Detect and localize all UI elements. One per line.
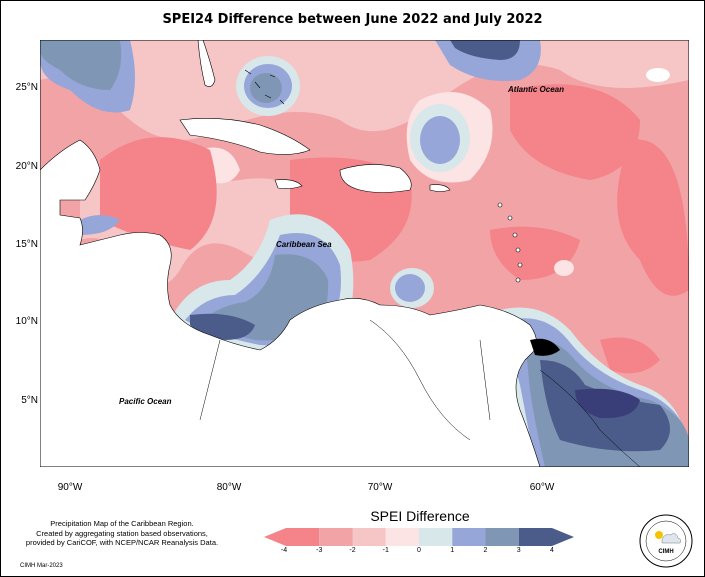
spei-zone-wet — [395, 274, 425, 302]
spei-zone-lightest — [554, 260, 574, 276]
spei-zone-wet — [250, 73, 282, 103]
spei-zone-wet — [575, 388, 640, 419]
x-tick: 80°W — [216, 482, 242, 493]
legend-tick: -4 — [280, 547, 288, 554]
credit-date: CIMH Mar-2023 — [20, 563, 63, 569]
legend-color-cell — [264, 528, 320, 546]
spei-zone-dry — [100, 137, 217, 250]
legend-colorbar — [264, 528, 574, 546]
legend-tick: -1 — [382, 547, 389, 554]
country-borders — [199, 319, 641, 467]
y-tick: 5°N — [21, 395, 38, 406]
legend-color-cell — [485, 528, 519, 546]
spei-zone-wet — [80, 215, 120, 235]
logo-text: CIMH — [658, 549, 673, 555]
legend-tick: 0 — [417, 547, 421, 554]
map-panel: Atlantic Ocean Caribbean Sea Pacific Oce… — [40, 40, 689, 467]
land-florida — [197, 40, 216, 87]
x-tick: 90°W — [57, 482, 83, 493]
spei-zone-wet — [450, 40, 520, 60]
x-tick: 70°W — [367, 482, 393, 493]
legend-tick: -2 — [349, 547, 356, 554]
credit-line: Precipitation Map of the Caribbean Regio… — [50, 519, 194, 528]
y-tick: 25°N — [15, 82, 38, 93]
spei-zone-wet — [420, 116, 460, 164]
x-tick: 60°W — [529, 482, 555, 493]
legend-title: SPEI Difference — [370, 508, 470, 524]
land-cuba — [179, 118, 311, 155]
spei-zone-dry — [617, 139, 689, 296]
legend-tick: 4 — [550, 547, 554, 554]
legend-color-cell — [419, 528, 453, 546]
label-atlantic-ocean: Atlantic Ocean — [507, 85, 564, 94]
land-hispaniola — [339, 164, 412, 193]
spei-zone-wet — [40, 40, 122, 90]
lesser-antilles — [497, 202, 523, 283]
legend-tick: -3 — [316, 547, 323, 554]
y-tick: 10°N — [15, 316, 38, 327]
credit-line: provided by CariCOF, with NCEP/NCAR Rean… — [25, 538, 219, 547]
legend-tick: 3 — [516, 547, 521, 554]
legend-color-cell — [319, 528, 353, 546]
land-mainland — [40, 139, 541, 467]
label-caribbean-sea: Caribbean Sea — [276, 240, 332, 249]
legend-tick: 2 — [483, 547, 488, 554]
y-tick: 20°N — [15, 161, 38, 172]
cloud-icon — [661, 533, 681, 544]
legend-color-cell — [385, 528, 419, 546]
label-pacific-ocean: Pacific Ocean — [119, 397, 172, 406]
spei-zone-neutral — [646, 68, 670, 82]
legend-color-cell — [518, 528, 574, 546]
land-jamaica — [274, 179, 303, 189]
y-tick: 15°N — [15, 239, 38, 250]
spei-zone-dry — [600, 337, 660, 374]
spei-zone-dry — [510, 84, 640, 180]
land-trinidad — [530, 338, 560, 356]
bahamas-islands — [244, 69, 285, 105]
cimh-logo: CIMH — [639, 514, 693, 568]
sun-icon — [655, 531, 663, 539]
land-puerto-rico — [429, 184, 451, 192]
legend-tick: 1 — [450, 547, 455, 554]
legend-color-cell — [452, 528, 486, 546]
legend-color-cell — [352, 528, 386, 546]
map-title: SPEI24 Difference between June 2022 and … — [162, 12, 543, 27]
credit-text: Precipitation Map of the Caribbean Regio… — [12, 519, 232, 548]
credit-line: Created by aggregating station based obs… — [36, 528, 208, 538]
